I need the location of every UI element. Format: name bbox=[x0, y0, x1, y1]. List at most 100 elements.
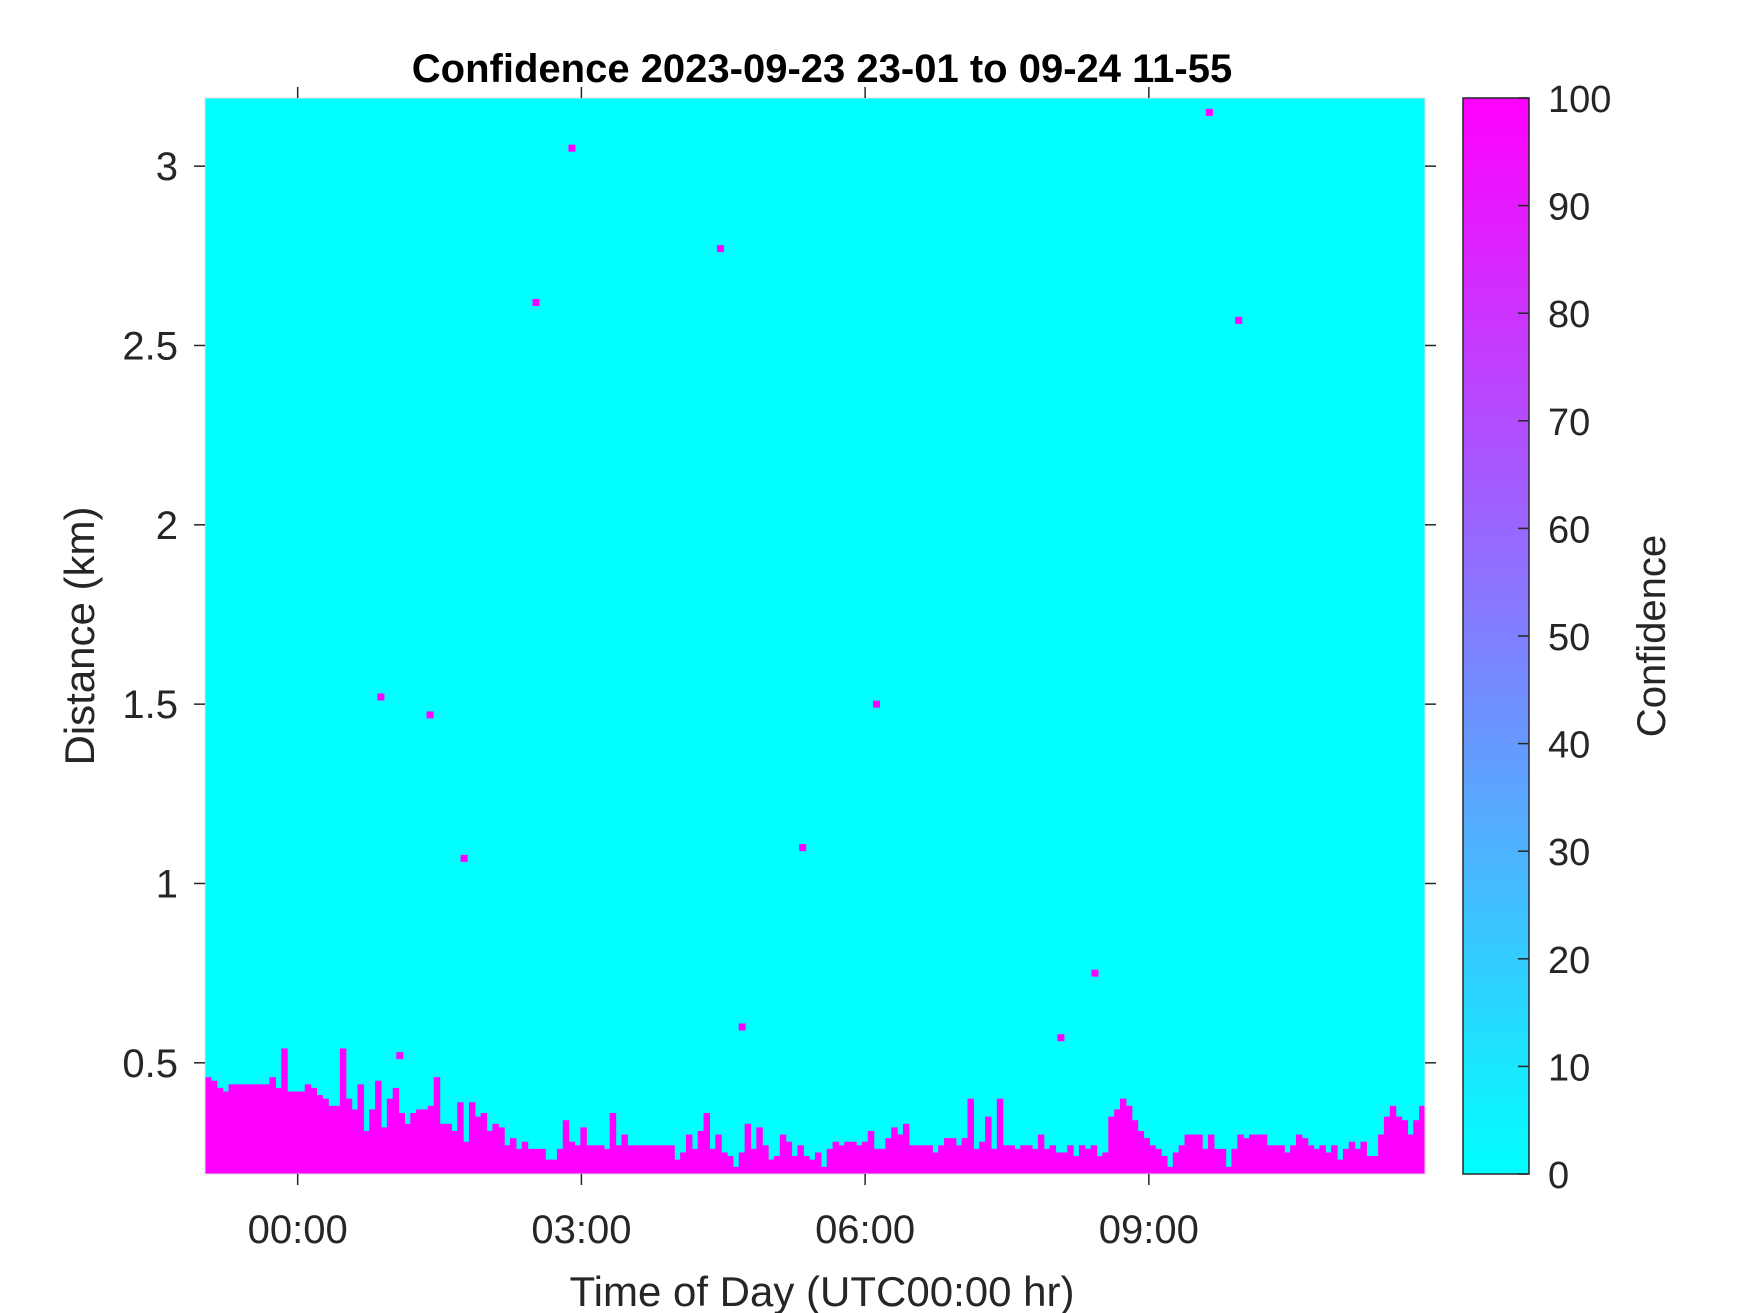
colorbar-tick-label: 40 bbox=[1548, 725, 1590, 767]
low-layer-column bbox=[410, 1113, 417, 1174]
low-layer-column bbox=[932, 1152, 939, 1174]
low-layer-column bbox=[1155, 1148, 1162, 1174]
low-layer-column bbox=[1219, 1148, 1227, 1174]
low-layer-column bbox=[967, 1098, 974, 1174]
confidence-point bbox=[460, 854, 468, 862]
low-layer-column bbox=[832, 1141, 840, 1174]
low-layer-column bbox=[1190, 1134, 1197, 1174]
x-tick-label: 06:00 bbox=[815, 1208, 915, 1252]
low-layer-column bbox=[205, 1077, 212, 1174]
low-layer-column bbox=[1084, 1148, 1092, 1174]
low-layer-column bbox=[902, 1123, 910, 1174]
low-layer-column bbox=[1354, 1148, 1362, 1174]
low-layer-column bbox=[779, 1134, 787, 1174]
low-layer-column bbox=[979, 1141, 986, 1174]
low-layer-column bbox=[1096, 1156, 1104, 1174]
low-layer-column bbox=[885, 1138, 892, 1174]
low-layer-column bbox=[1337, 1159, 1344, 1174]
low-layer-column bbox=[750, 1148, 757, 1174]
low-layer-column bbox=[1213, 1148, 1221, 1174]
colorbar-tick-label: 60 bbox=[1548, 509, 1590, 551]
low-layer-column bbox=[527, 1148, 535, 1174]
low-layer-column bbox=[1002, 1145, 1010, 1174]
low-layer-column bbox=[275, 1087, 282, 1174]
low-layer-column bbox=[334, 1105, 341, 1174]
low-layer-column bbox=[521, 1141, 529, 1174]
confidence-point bbox=[1205, 108, 1213, 116]
low-layer-column bbox=[445, 1123, 452, 1174]
low-layer-column bbox=[228, 1084, 235, 1174]
low-layer-column bbox=[1073, 1156, 1080, 1174]
low-layer-column bbox=[815, 1152, 822, 1174]
low-layer-column bbox=[310, 1087, 318, 1174]
y-tick-label: 2.5 bbox=[122, 324, 178, 368]
low-layer-column bbox=[703, 1113, 711, 1174]
low-layer-column bbox=[1231, 1148, 1238, 1174]
colorbar: 0 10 20 30 40 50 60 70 80 90 100 bbox=[1462, 79, 1611, 1197]
low-layer-column bbox=[1378, 1134, 1385, 1174]
colorbar-tick-label: 0 bbox=[1548, 1155, 1569, 1197]
low-layer-column bbox=[339, 1048, 347, 1174]
low-layer-column bbox=[1161, 1156, 1168, 1174]
low-layer-column bbox=[1149, 1145, 1156, 1174]
low-layer-column bbox=[650, 1145, 658, 1174]
low-layer-column bbox=[498, 1127, 505, 1174]
low-layer-column bbox=[662, 1145, 669, 1174]
low-layer-column bbox=[1249, 1134, 1256, 1174]
low-layer-column bbox=[510, 1138, 517, 1174]
low-layer-column bbox=[891, 1127, 898, 1174]
confidence-point bbox=[1091, 969, 1099, 977]
low-layer-column bbox=[380, 1127, 388, 1174]
y-tick-label: 0.5 bbox=[122, 1042, 178, 1086]
low-layer-column bbox=[603, 1148, 611, 1174]
low-layer-column bbox=[416, 1109, 423, 1174]
low-layer-column bbox=[897, 1134, 904, 1174]
low-layer-column bbox=[216, 1087, 224, 1174]
low-layer-column bbox=[856, 1145, 863, 1174]
low-layer-column bbox=[985, 1116, 992, 1174]
colorbar-label: Confidence bbox=[1630, 535, 1674, 737]
x-axis-label: Time of Day (UTC00:00 hr) bbox=[570, 1268, 1075, 1313]
low-layer-column bbox=[351, 1109, 359, 1174]
low-layer-column bbox=[1360, 1141, 1367, 1174]
confidence-point bbox=[532, 298, 540, 306]
low-layer-column bbox=[674, 1159, 681, 1174]
colorbar-tick-label: 30 bbox=[1548, 832, 1590, 874]
low-layer-column bbox=[1184, 1134, 1191, 1174]
low-layer-column bbox=[1049, 1145, 1057, 1174]
low-layer-column bbox=[938, 1145, 945, 1174]
low-layer-column bbox=[609, 1113, 617, 1174]
low-layer-column bbox=[427, 1105, 435, 1174]
low-layer-column bbox=[1407, 1134, 1414, 1174]
low-layer-column bbox=[457, 1102, 464, 1174]
low-layer-column bbox=[480, 1113, 488, 1174]
confidence-point bbox=[396, 1052, 404, 1060]
colorbar-tick-label: 70 bbox=[1548, 402, 1590, 444]
low-layer-column bbox=[914, 1145, 922, 1174]
low-layer-column bbox=[727, 1156, 734, 1174]
low-layer-column bbox=[316, 1095, 323, 1174]
low-layer-column bbox=[363, 1130, 370, 1174]
low-layer-column bbox=[451, 1130, 458, 1174]
low-layer-column bbox=[644, 1145, 652, 1174]
low-layer-column bbox=[328, 1105, 335, 1174]
y-tick-label: 2 bbox=[156, 504, 178, 548]
low-layer-column bbox=[1131, 1120, 1139, 1174]
low-layer-column bbox=[1284, 1152, 1291, 1174]
low-layer-column bbox=[768, 1159, 775, 1174]
confidence-point bbox=[568, 144, 576, 152]
low-layer-column bbox=[269, 1077, 276, 1174]
y-axis-label: Distance (km) bbox=[56, 506, 103, 765]
low-layer-column bbox=[990, 1148, 998, 1174]
low-layer-column bbox=[568, 1141, 576, 1174]
low-layer-column bbox=[944, 1138, 951, 1174]
low-layer-column bbox=[263, 1084, 271, 1174]
low-layer-column bbox=[1043, 1148, 1051, 1174]
low-layer-column bbox=[562, 1120, 570, 1174]
low-layer-column bbox=[1243, 1138, 1250, 1174]
low-layer-column bbox=[996, 1098, 1004, 1174]
low-layer-column bbox=[1313, 1148, 1321, 1174]
colorbar-tick-label: 50 bbox=[1548, 617, 1590, 659]
low-layer-column bbox=[709, 1148, 716, 1174]
low-layer-column bbox=[257, 1084, 265, 1174]
